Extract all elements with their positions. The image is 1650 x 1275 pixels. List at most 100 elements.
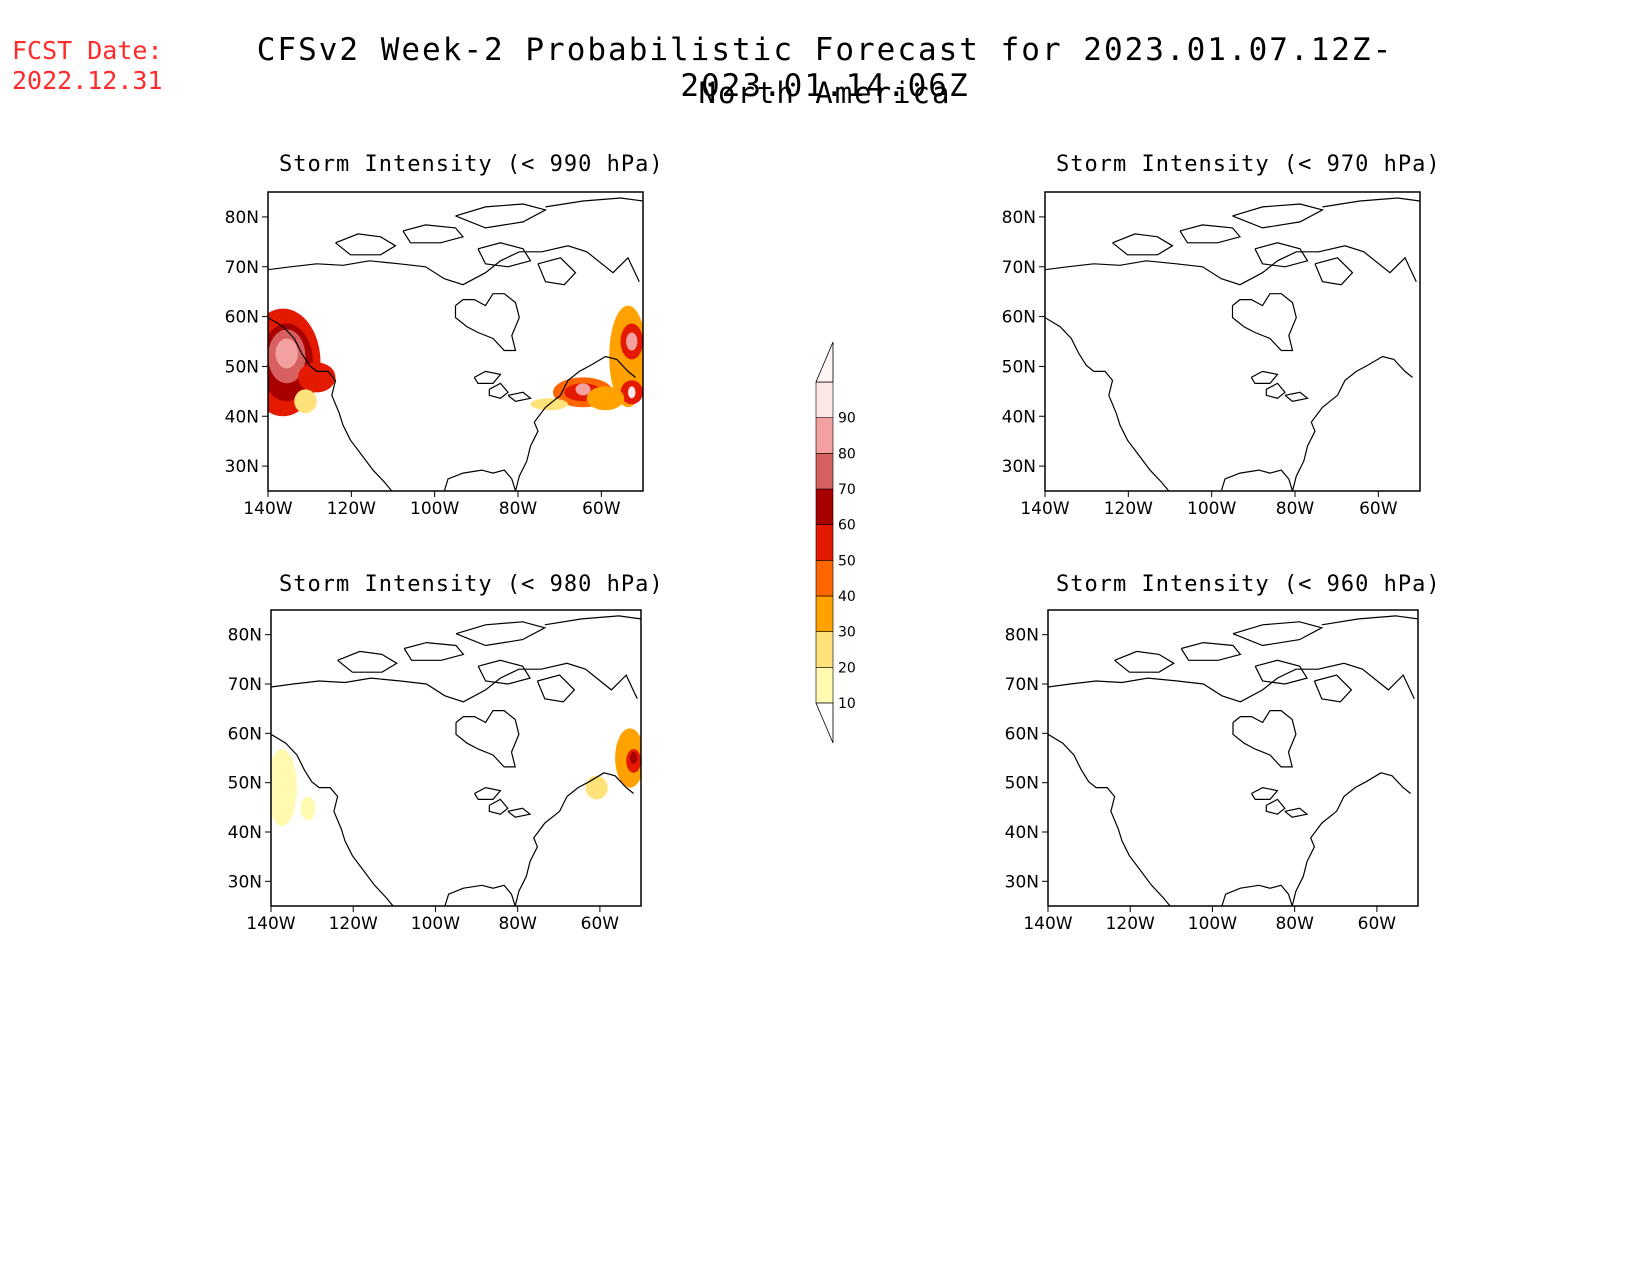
- coastline: [1221, 884, 1293, 906]
- coastline: [444, 884, 516, 906]
- colorbar-level-label: 80: [838, 446, 856, 462]
- arctic-island-coastline: [1179, 224, 1242, 244]
- lat-tick-label: 70N: [1005, 675, 1039, 695]
- lat-tick-label: 30N: [1005, 872, 1039, 892]
- lat-tick-label: 60N: [1005, 724, 1039, 744]
- coastline: [1045, 245, 1417, 286]
- lon-tick-label: 100W: [411, 914, 460, 934]
- colorbar-segment: [815, 417, 834, 454]
- lon-tick-label: 60W: [582, 499, 621, 519]
- lat-tick-label: 70N: [1002, 258, 1036, 278]
- lon-tick-label: 120W: [329, 914, 378, 934]
- lon-tick-label: 80W: [499, 499, 538, 519]
- colorbar-level-label: 60: [838, 518, 856, 534]
- probability-patch: [294, 389, 317, 414]
- colorbar-segment: [815, 595, 834, 632]
- great-lake-outline: [488, 382, 509, 399]
- arctic-island-coastline: [402, 224, 465, 244]
- coastline: [1048, 733, 1171, 906]
- lat-tick-label: 50N: [1002, 357, 1036, 377]
- colorbar-segment: [815, 381, 834, 418]
- lon-tick-label: 100W: [1187, 499, 1236, 519]
- lat-tick-label: 80N: [225, 208, 259, 228]
- great-lake-outline: [488, 798, 509, 815]
- coastline: [271, 662, 638, 703]
- probability-patch: [298, 362, 336, 393]
- great-lake-outline: [1250, 370, 1279, 384]
- arctic-island-coastline: [1232, 203, 1325, 229]
- lat-tick-label: 30N: [1002, 457, 1036, 477]
- probability-patch: [300, 796, 316, 821]
- forecast-date-label: FCST Date:: [12, 36, 163, 65]
- coastline: [1048, 662, 1415, 703]
- colorbar-segment: [815, 631, 834, 668]
- arctic-island-coastline: [455, 203, 548, 229]
- arctic-island-coastline: [545, 197, 643, 208]
- arctic-island-coastline: [536, 674, 576, 703]
- arctic-island-coastline: [403, 641, 465, 661]
- lon-tick-label: 80W: [1276, 499, 1315, 519]
- forecast-date-value: 2022.12.31: [12, 66, 163, 95]
- lat-tick-label: 50N: [1005, 774, 1039, 794]
- colorbar-level-label: 40: [838, 589, 856, 605]
- colorbar-segment: [815, 524, 834, 561]
- colorbar-segment: [815, 560, 834, 597]
- hudson-bay-coastline: [454, 293, 520, 352]
- hudson-bay-coastline: [1232, 709, 1297, 768]
- great-lake-outline: [1265, 382, 1286, 399]
- lon-tick-label: 60W: [1358, 914, 1397, 934]
- map-990: 30N 40N 50N 60N 70N 80N 140W 120W 100W 80W 60W: [225, 191, 644, 519]
- lat-tick-label: 80N: [1005, 626, 1039, 646]
- colorbar-top-cap: [815, 341, 834, 383]
- lon-tick-label: 60W: [581, 914, 620, 934]
- colorbar-level-label: 50: [838, 553, 856, 569]
- probability-patch: [271, 749, 297, 827]
- great-lake-outline: [507, 391, 532, 402]
- colorbar-segment: [815, 453, 834, 490]
- colorbar-level-label: 90: [838, 411, 856, 427]
- colorbar-level-label: 10: [838, 696, 856, 712]
- map-frame: [270, 609, 642, 907]
- arctic-island-coastline: [335, 233, 397, 256]
- lat-tick-label: 40N: [1002, 407, 1036, 427]
- colorbar-level-label: 70: [838, 482, 856, 498]
- arctic-island-coastline: [1232, 621, 1324, 647]
- lon-tick-label: 140W: [243, 499, 292, 519]
- lon-tick-label: 120W: [327, 499, 376, 519]
- map-frame: [1044, 191, 1421, 492]
- page-title: CFSv2 Week-2 Probabilistic Forecast for …: [256, 32, 1394, 104]
- arctic-island-coastline: [544, 615, 641, 626]
- lon-tick-label: 140W: [1020, 499, 1069, 519]
- coastline: [1291, 772, 1411, 906]
- map-970: 30N 40N 50N 60N 70N 80N 140W 120W 100W 80W 60W: [1002, 191, 1421, 519]
- lon-tick-label: 120W: [1104, 499, 1153, 519]
- lon-tick-label: 100W: [410, 499, 459, 519]
- lat-tick-label: 60N: [225, 308, 259, 328]
- lat-tick-label: 30N: [225, 457, 259, 477]
- arctic-island-coastline: [1254, 242, 1309, 268]
- arctic-island-coastline: [1180, 641, 1242, 661]
- coastline: [443, 469, 517, 491]
- great-lake-outline: [1284, 391, 1309, 402]
- great-lake-outline: [1265, 798, 1286, 815]
- colorbar-bottom-cap: [815, 702, 834, 744]
- map-frame: [267, 191, 644, 492]
- probability-patch: [585, 775, 608, 800]
- lat-tick-label: 50N: [225, 357, 259, 377]
- probability-patch: [575, 383, 591, 396]
- lon-tick-label: 80W: [1275, 914, 1314, 934]
- lon-tick-label: 140W: [246, 914, 295, 934]
- lat-tick-label: 70N: [228, 675, 262, 695]
- panel-title-990: Storm Intensity (< 990 hPa): [279, 152, 664, 177]
- arctic-island-coastline: [1314, 257, 1354, 286]
- probability-patch: [626, 332, 638, 351]
- arctic-island-coastline: [1321, 615, 1418, 626]
- great-lake-outline: [1284, 807, 1309, 818]
- map-frame: [1047, 609, 1419, 907]
- lat-tick-label: 70N: [225, 258, 259, 278]
- colorbar-level-label: 20: [838, 660, 856, 676]
- arctic-island-coastline: [477, 242, 532, 268]
- arctic-island-coastline: [1254, 659, 1308, 685]
- arctic-island-coastline: [1322, 197, 1420, 208]
